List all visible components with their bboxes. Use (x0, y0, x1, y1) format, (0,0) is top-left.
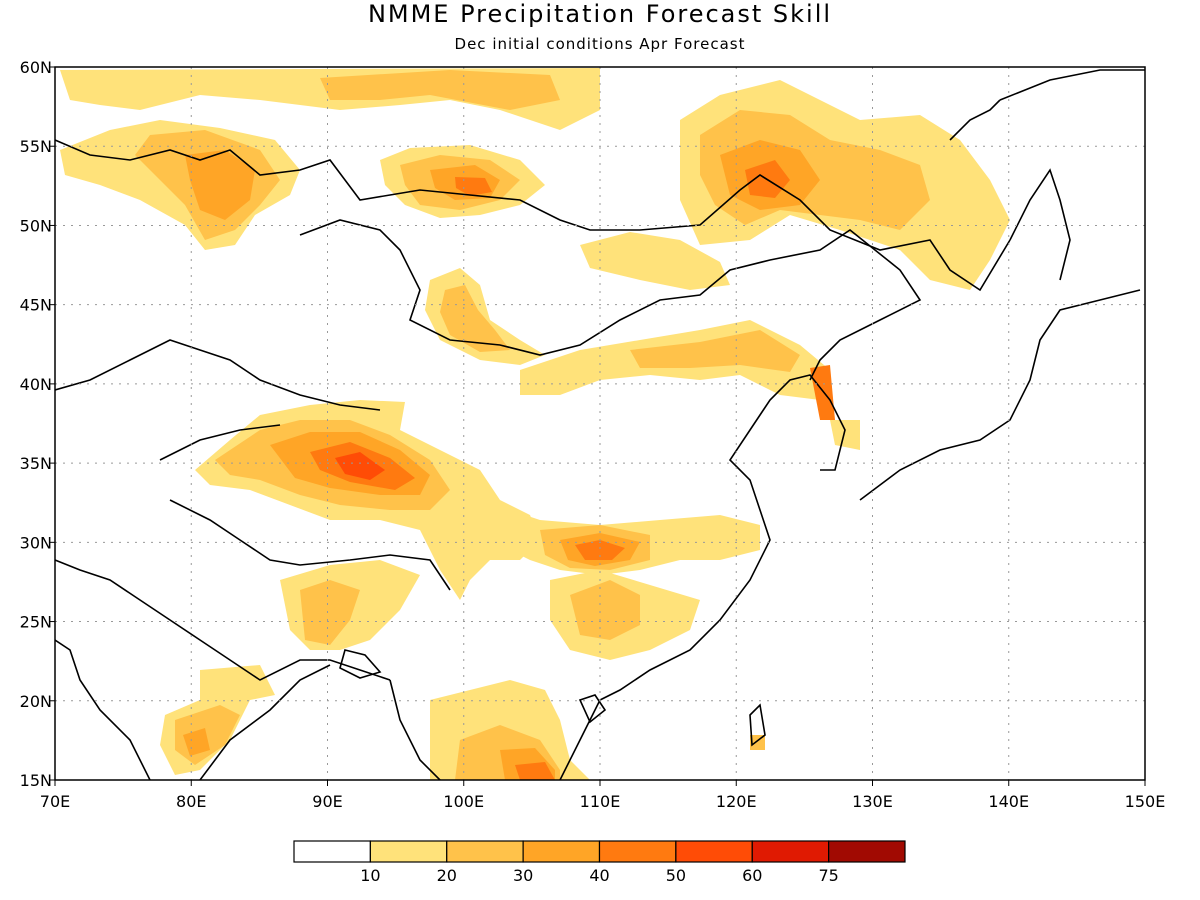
lat-tick-label: 35N (20, 454, 52, 473)
axis-ticks: 70E 80E 90E 100E 110E 120E 130E 140E 150E 60N 55N 5… (20, 58, 1166, 811)
lat-tick-label: 45N (20, 296, 52, 315)
india-east-coast (199, 664, 331, 780)
skill-region-tibet (195, 400, 540, 600)
hainan-island (578, 694, 607, 724)
skill-region-india (160, 665, 275, 775)
lon-tick-label: 80E (176, 792, 206, 811)
lon-tick-label: 90E (312, 792, 342, 811)
colorbar-label: 40 (589, 866, 609, 885)
lat-tick-label: 50N (20, 216, 52, 235)
colorbar-swatch (675, 840, 753, 863)
skill-region-yangtze (480, 500, 760, 575)
lon-tick-label: 70E (40, 792, 70, 811)
graticule (55, 67, 1145, 780)
northern-border (55, 139, 1011, 292)
lat-tick-label: 60N (20, 58, 52, 77)
colorbar-swatch (369, 840, 448, 863)
sakhalin (1009, 168, 1071, 281)
colorbar-label: 60 (742, 866, 762, 885)
skill-region-northeast-china (520, 320, 860, 450)
china-east-coast (559, 374, 846, 780)
skill-region-indochina (430, 680, 765, 780)
skill-region-baikal (380, 145, 545, 218)
lat-tick-label: 40N (20, 375, 52, 394)
lon-tick-label: 110E (580, 792, 621, 811)
okhotsk-coast (999, 69, 1145, 101)
lon-tick-label: 150E (1125, 792, 1166, 811)
skill-region-south-china (550, 570, 700, 660)
taiwan-island (749, 703, 766, 747)
mongolia-border (299, 219, 922, 381)
lon-tick-label: 100E (443, 792, 484, 811)
colorbar-swatch (598, 840, 677, 863)
colorbar-swatch (828, 840, 906, 863)
lat-tick-label: 25N (20, 613, 52, 632)
lat-tick-label: 15N (20, 771, 52, 790)
skill-field (60, 68, 1010, 780)
colorbar-swatch (446, 840, 524, 863)
colorbar-label: 30 (513, 866, 533, 885)
colorbar-label: 50 (666, 866, 686, 885)
lon-tick-label: 120E (716, 792, 757, 811)
himalaya-border (169, 499, 451, 591)
colorbar-label: 10 (360, 866, 380, 885)
myanmar-coast (389, 679, 441, 780)
lon-tick-label: 140E (988, 792, 1029, 811)
colorbar-swatch (751, 840, 830, 863)
india-west-coast (55, 639, 151, 780)
lon-tick-label: 130E (852, 792, 893, 811)
skill-region-kazakhstan (60, 120, 300, 250)
map-subtitle: Dec initial conditions Apr Forecast (454, 35, 746, 53)
map-title: NMME Precipitation Forecast Skill (367, 0, 833, 28)
skill-region-amur (680, 80, 1010, 290)
lat-tick-label: 20N (20, 692, 52, 711)
bengal-delta (339, 649, 382, 679)
skill-region-bengal (280, 560, 420, 650)
colorbar-swatch (293, 840, 371, 863)
lat-tick-label: 30N (20, 533, 52, 552)
india-north-border (55, 559, 391, 681)
colorbar: 10 20 30 40 50 60 75 (293, 840, 906, 885)
coastlines-borders (55, 69, 1145, 780)
colorbar-label: 20 (437, 866, 457, 885)
kazakhstan-border (55, 339, 381, 411)
colorbar-label: 75 (818, 866, 838, 885)
skill-region-siberia (60, 68, 600, 130)
okhotsk-west-coast (949, 99, 1001, 141)
lat-tick-label: 55N (20, 137, 52, 156)
colorbar-swatch (522, 840, 601, 863)
west-china-border (159, 424, 281, 461)
japan-honshu (859, 289, 1141, 501)
